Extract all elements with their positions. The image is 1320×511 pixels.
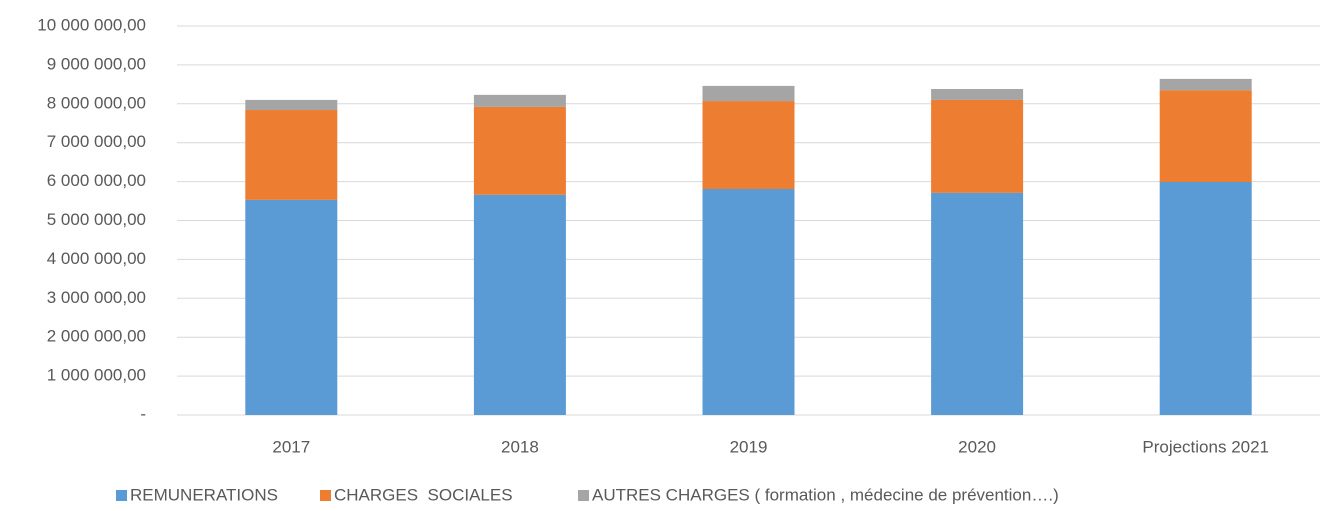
bar-segment <box>245 110 338 200</box>
bar-segment <box>931 99 1024 193</box>
y-tick-label: 9 000 000,00 <box>47 54 146 73</box>
bar-segment <box>245 99 338 111</box>
x-tick-label: 2017 <box>272 437 310 456</box>
bar-segment <box>473 106 566 195</box>
bar-segment <box>245 199 338 415</box>
legend-label: AUTRES CHARGES ( formation , médecine de… <box>592 485 1059 504</box>
legend-label: REMUNERATIONS <box>130 485 278 504</box>
bar-segment <box>702 85 795 102</box>
x-tick-label: Projections 2021 <box>1142 437 1269 456</box>
x-tick-label: 2018 <box>501 437 539 456</box>
legend-swatch <box>578 490 589 501</box>
y-tick-label: 3 000 000,00 <box>47 288 146 307</box>
y-tick-label: 7 000 000,00 <box>47 132 146 151</box>
bar-segment <box>702 101 795 189</box>
y-tick-label: - <box>140 404 146 423</box>
y-tick-label: 6 000 000,00 <box>47 171 146 190</box>
x-tick-label: 2019 <box>730 437 768 456</box>
y-tick-label: 4 000 000,00 <box>47 249 146 268</box>
y-tick-label: 10 000 000,00 <box>37 15 146 34</box>
bar-segment <box>473 94 566 107</box>
bar-segment <box>931 89 1024 100</box>
bar-segment <box>1159 181 1252 415</box>
y-tick-label: 1 000 000,00 <box>47 366 146 385</box>
y-tick-label: 8 000 000,00 <box>47 93 146 112</box>
legend-label: CHARGES SOCIALES <box>334 485 513 504</box>
bar-segment <box>1159 90 1252 182</box>
bar-segment <box>931 192 1024 415</box>
y-tick-label: 5 000 000,00 <box>47 210 146 229</box>
bar-segment <box>1159 78 1252 91</box>
bar-segment <box>473 194 566 415</box>
legend-swatch <box>320 490 331 501</box>
x-tick-label: 2020 <box>958 437 996 456</box>
y-tick-label: 2 000 000,00 <box>47 327 146 346</box>
legend-swatch <box>116 490 127 501</box>
bar-segment <box>702 188 795 415</box>
